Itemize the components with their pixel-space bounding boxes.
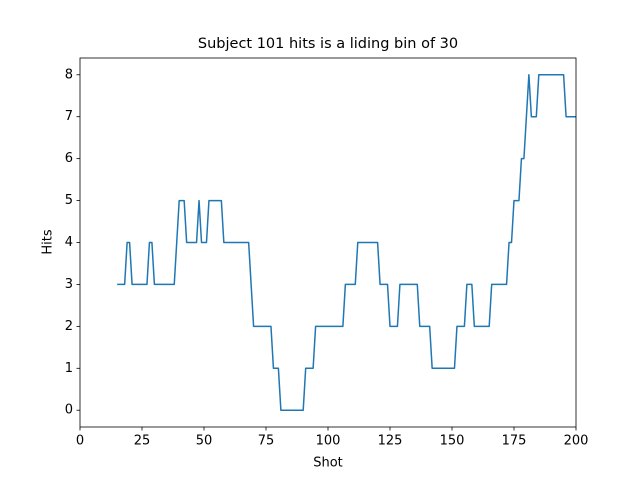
x-tick-label: 0: [76, 434, 84, 449]
y-tick-label: 0: [65, 403, 73, 418]
y-tick-label: 8: [65, 67, 73, 82]
x-tick-label: 200: [564, 434, 589, 449]
x-axis-label: Shot: [313, 456, 343, 471]
x-tick-label: 25: [134, 434, 151, 449]
chart-title: Subject 101 hits is a liding bin of 30: [198, 36, 458, 52]
y-tick-label: 2: [65, 319, 73, 334]
y-axis-label: Hits: [41, 229, 56, 254]
x-tick-label: 175: [502, 434, 527, 449]
x-tick-label: 100: [316, 434, 341, 449]
y-tick-label: 4: [65, 235, 73, 250]
x-tick-label: 50: [196, 434, 213, 449]
x-tick-label: 125: [378, 434, 403, 449]
y-tick-label: 7: [65, 109, 73, 124]
data-line: [117, 74, 576, 411]
x-tick-label: 150: [440, 434, 465, 449]
y-tick-label: 1: [65, 361, 73, 376]
y-tick-label: 6: [65, 151, 73, 166]
x-tick-label: 75: [258, 434, 275, 449]
y-tick-label: 3: [65, 277, 73, 292]
y-tick-label: 5: [65, 193, 73, 208]
plot-area: [117, 74, 576, 411]
